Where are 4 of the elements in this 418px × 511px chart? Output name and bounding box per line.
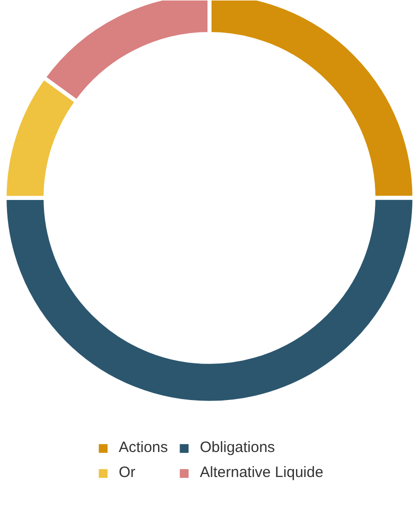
legend-label: Obligations — [200, 439, 275, 456]
legend-label: Alternative Liquide — [200, 464, 324, 481]
legend-label: Or — [118, 464, 136, 481]
legend-label: Actions — [118, 439, 168, 456]
